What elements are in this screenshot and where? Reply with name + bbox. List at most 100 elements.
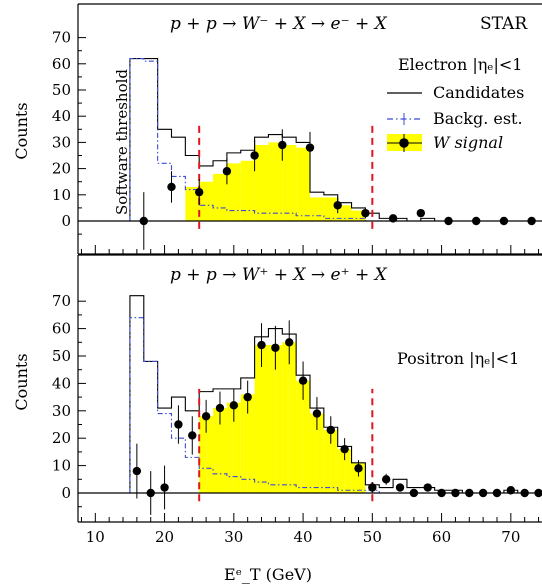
legend-header: Positron |ηₑ|<1: [397, 349, 519, 368]
signal-fill-bin: [261, 345, 269, 493]
signal-point: [368, 483, 377, 492]
signal-point: [278, 140, 287, 150]
signal-fill-bin: [268, 142, 283, 221]
y-tick-label: 0: [61, 484, 71, 502]
threshold-label: Software threshold: [113, 69, 131, 215]
signal-fill-bin: [233, 402, 241, 493]
x-tick-label: 30: [224, 528, 243, 546]
cut-lines: [198, 121, 374, 229]
signal-fill-bin: [185, 186, 200, 221]
y-tick-label: 50: [52, 347, 71, 365]
star-label: STAR: [480, 14, 528, 34]
signal-fill-bin: [268, 345, 276, 493]
signal-point: [423, 483, 432, 492]
signal-fill-bin: [337, 205, 352, 221]
signal-fill-bin: [296, 380, 304, 493]
legend-candidates-label: Candidates: [433, 83, 524, 102]
y-tick-label: 20: [52, 429, 71, 447]
signal-fill-bin: [323, 197, 338, 221]
x-tick-label: 70: [501, 528, 520, 546]
y-tick-label: 60: [52, 55, 71, 73]
signal-fill-bin: [206, 416, 214, 493]
signal-fill-bin: [226, 402, 234, 493]
signal-fill-bin: [254, 145, 269, 221]
signal-fill-bin: [213, 408, 220, 493]
signal-point: [194, 187, 204, 197]
signal-fill-bin: [282, 342, 290, 493]
signal-point: [174, 420, 183, 429]
signal-point: [381, 475, 391, 484]
signal-point: [271, 343, 280, 352]
signal-fill-bin: [226, 163, 241, 221]
signal-fill-bin: [351, 210, 366, 221]
candidates-histogram: [129, 58, 542, 222]
signal-point: [250, 151, 259, 160]
signal-point: [395, 483, 405, 492]
x-tick-label: 10: [86, 528, 105, 546]
y-tick-label: 30: [52, 133, 71, 151]
signal-fill-bin: [213, 173, 227, 221]
x-tick-label: 50: [363, 528, 382, 546]
signal-fill-bin: [310, 413, 317, 493]
signal-fill-bin: [240, 160, 255, 221]
signal-fill-bin: [330, 429, 338, 493]
signal-point: [340, 444, 349, 454]
signal-point: [229, 401, 239, 410]
panel-title: p + p → W⁺ + X → e⁺ + X: [170, 265, 388, 285]
signal-fill-layer: [199, 342, 366, 493]
legend-background-label: Backg. est.: [433, 109, 523, 128]
legend-signal-marker: [399, 138, 409, 148]
y-tick-label: 50: [52, 81, 71, 99]
signal-fill-bin: [247, 394, 255, 493]
signal-fill-bin: [199, 181, 214, 221]
x-tick-label: 20: [155, 528, 174, 546]
signal-fill-bin: [358, 462, 366, 493]
y-tick-label: 0: [61, 212, 71, 230]
signal-point: [326, 425, 335, 435]
y-axis-label: Counts: [12, 353, 31, 410]
signal-fill-bin: [240, 394, 248, 493]
signal-point: [167, 182, 176, 192]
signal-point: [160, 483, 169, 492]
signal-point: [361, 208, 370, 218]
signal-point: [298, 376, 308, 385]
signal-fill-bin: [351, 462, 359, 493]
histogram-layer: [129, 58, 542, 222]
x-tick-label: 60: [432, 528, 451, 546]
signal-point: [132, 466, 142, 476]
y-tick-label: 40: [52, 107, 71, 125]
y-tick-label: 10: [52, 457, 71, 475]
signal-point: [312, 409, 322, 418]
panel-positron: 0 10 20 30 40 50 60 70 10 20 30 40 50 60 70 p + p → W⁺…: [12, 254, 542, 584]
signal-fill-bin: [310, 197, 324, 221]
y-tick-label: 10: [52, 186, 71, 204]
signal-fill-bin: [337, 449, 345, 493]
y-tick-label: 30: [52, 402, 71, 420]
x-tick-label: 40: [294, 528, 313, 546]
signal-point: [188, 431, 197, 440]
signal-fill-bin: [275, 345, 283, 493]
y-tick-label: 70: [52, 292, 71, 310]
signal-fill-bin: [199, 416, 207, 493]
x-axis-label: Eᵉ_T (GeV): [224, 565, 312, 584]
signal-fill-bin: [296, 147, 310, 221]
y-tick-label: 70: [52, 29, 71, 47]
signal-fill-bin: [254, 345, 262, 493]
signal-fill-bin: [219, 408, 227, 493]
signal-points: [139, 129, 536, 250]
signal-point: [257, 340, 266, 350]
signal-fill-bin: [303, 380, 310, 493]
signal-point: [354, 464, 363, 473]
y-tick-label: 40: [52, 374, 71, 392]
signal-point: [416, 208, 426, 218]
signal-fill-bin: [282, 145, 297, 221]
signal-fill-bin: [289, 342, 297, 493]
y-tick-label: 60: [52, 320, 71, 338]
signal-point: [305, 143, 315, 152]
signal-fill-bin: [344, 449, 352, 493]
legend-header: Electron |ηₑ|<1: [398, 55, 522, 74]
legend-signal-label: W signal: [433, 133, 503, 152]
signal-fill-bin: [323, 429, 331, 493]
